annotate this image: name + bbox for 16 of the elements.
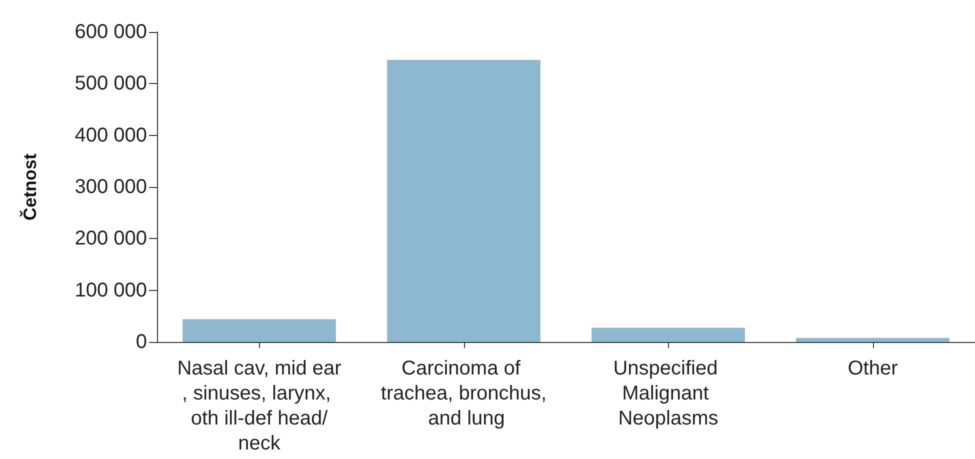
y-tick-label: 100 000 [74, 279, 147, 302]
bar [592, 328, 745, 342]
bar [796, 338, 950, 342]
y-tick-label: 200 000 [74, 228, 147, 250]
y-tick-label: 300 000 [74, 176, 147, 198]
x-tick-label: Other [848, 358, 898, 380]
x-tick-label: Carcinoma of trachea, bronchus, and lung [380, 358, 547, 430]
x-tick-label: Unspecified Malignant Neoplasms [613, 358, 724, 430]
y-tick-label: 500 000 [74, 72, 147, 95]
y-axis-title: Četnost [19, 153, 40, 220]
x-tick-label: Nasal cav, mid ear, sinuses, larynx, oth ill-def head/neck [177, 358, 342, 454]
y-tick-label: 600 000 [74, 21, 147, 43]
y-tick-label: 0 [136, 331, 147, 353]
bar [182, 319, 336, 342]
bar [387, 60, 540, 342]
y-tick-label: 400 000 [74, 124, 147, 146]
